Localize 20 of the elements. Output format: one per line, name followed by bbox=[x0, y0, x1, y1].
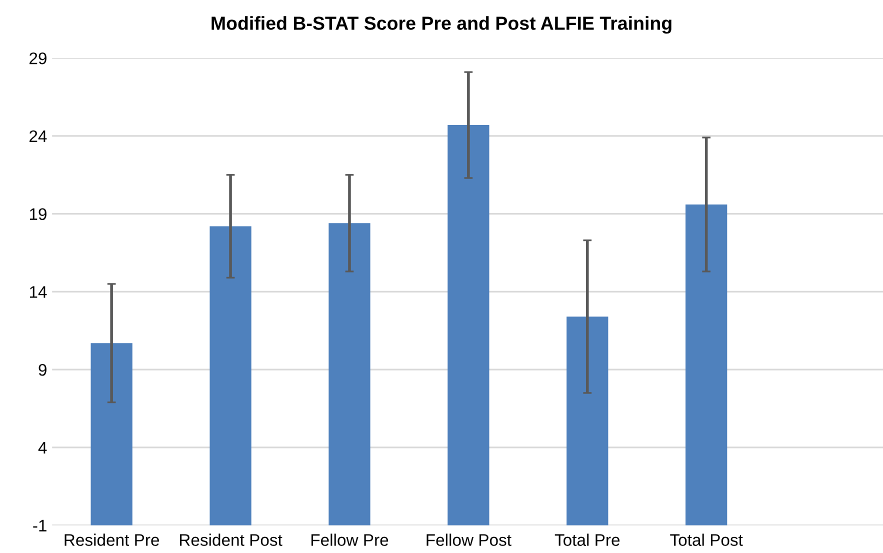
bar bbox=[566, 316, 608, 526]
bar bbox=[328, 223, 370, 526]
y-tick-label: 24 bbox=[30, 130, 47, 142]
bar bbox=[448, 125, 490, 526]
bar bbox=[210, 226, 252, 526]
x-tick-label: Resident Post bbox=[180, 534, 282, 546]
y-tick-label: 9 bbox=[38, 364, 46, 376]
y-tick-label: 29 bbox=[30, 52, 46, 64]
x-tick-label: Fellow Pre bbox=[311, 534, 388, 546]
x-tick-label: Total Post bbox=[670, 534, 743, 546]
x-tick-label: Resident Pre bbox=[64, 534, 160, 546]
x-tick-label: Total Pre bbox=[554, 534, 620, 546]
y-tick-label: 4 bbox=[38, 442, 47, 454]
bar bbox=[686, 204, 728, 526]
y-tick-label: -1 bbox=[33, 520, 46, 532]
bar bbox=[90, 343, 132, 526]
y-tick-label: 14 bbox=[30, 286, 47, 298]
chart-title: Modified B-STAT Score Pre and Post ALFIE Training bbox=[212, 16, 672, 34]
x-tick-label: Fellow Post bbox=[426, 534, 512, 546]
y-tick-label: 19 bbox=[30, 208, 46, 220]
